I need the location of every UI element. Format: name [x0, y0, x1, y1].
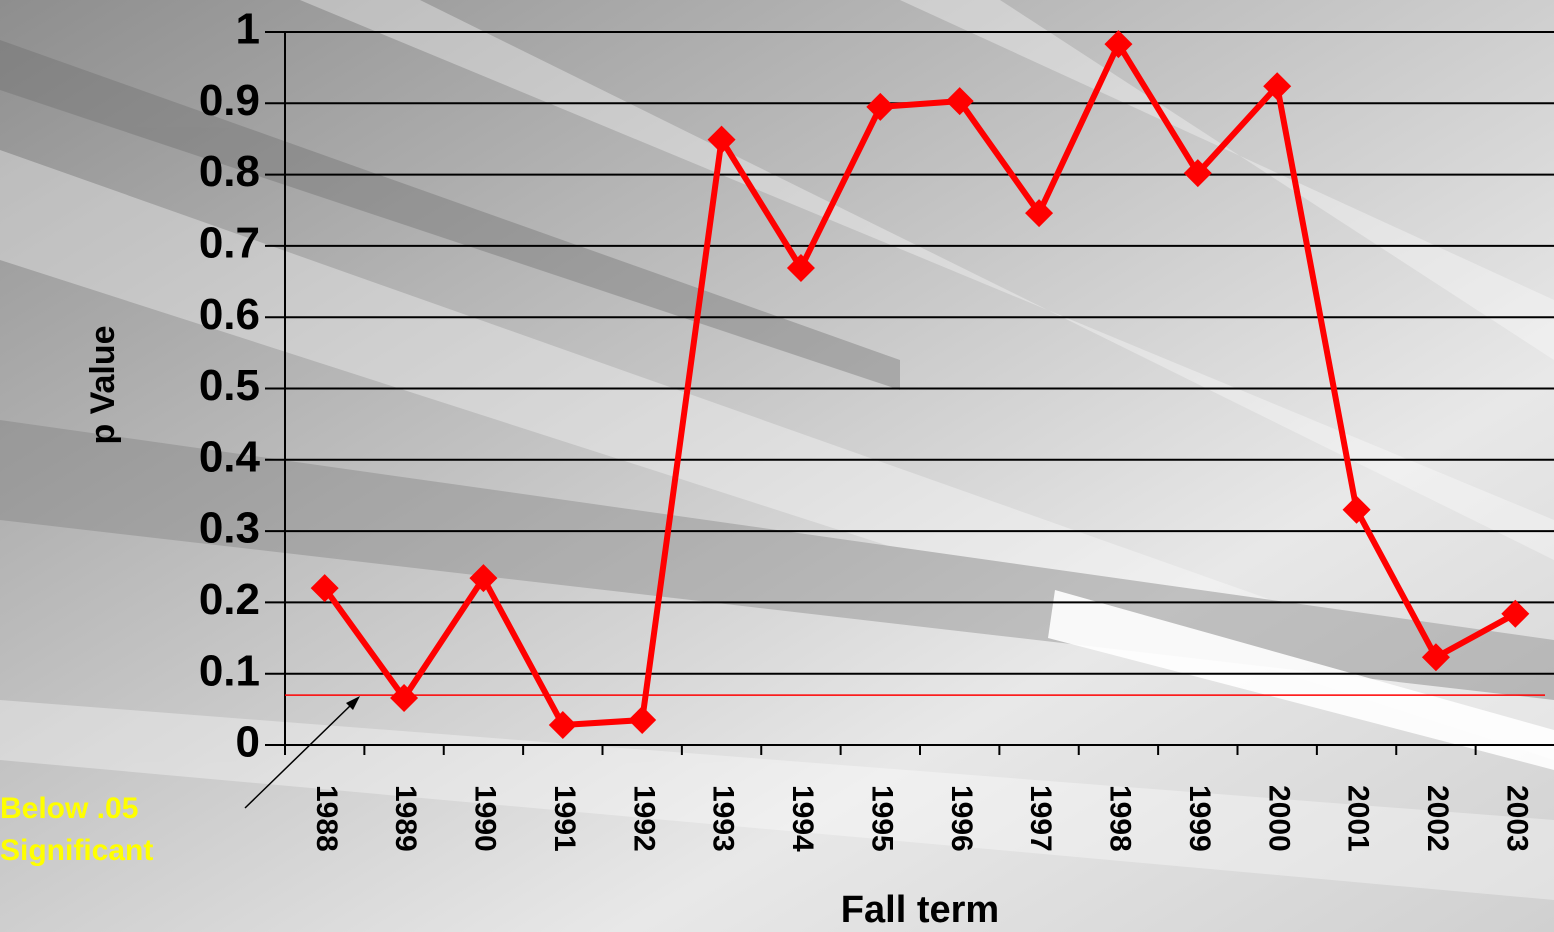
x-tick-label: 1998	[1104, 785, 1137, 852]
marker	[866, 92, 895, 121]
y-tick-label: 0.2	[199, 575, 260, 624]
annotation-arrow	[244, 703, 353, 809]
marker	[469, 564, 498, 593]
x-axis-title: Fall term	[841, 889, 999, 931]
y-tick-label: 0.1	[199, 646, 260, 695]
background-streaks	[0, 40, 1554, 700]
annotation: Significant	[0, 834, 153, 867]
marker	[628, 706, 657, 735]
marker	[310, 574, 339, 603]
marker	[1421, 643, 1450, 672]
y-tick-label: 0.8	[199, 147, 260, 196]
marker	[1025, 199, 1054, 228]
y-tick-label: 0	[236, 718, 260, 767]
marker	[390, 683, 419, 712]
x-tick-label: 1993	[707, 785, 740, 852]
marker	[1183, 159, 1212, 188]
annotation: Below .05	[0, 792, 138, 825]
marker	[945, 87, 974, 116]
marker	[1104, 30, 1133, 59]
marker	[1501, 599, 1530, 628]
background-streak	[1048, 590, 1554, 770]
x-tick-label: 1997	[1024, 785, 1057, 852]
y-tick-label: 0.7	[199, 219, 260, 268]
marker	[548, 711, 577, 740]
marker	[1263, 72, 1292, 101]
x-tick-label: 1989	[389, 785, 422, 852]
x-tick-label: 1999	[1183, 785, 1216, 852]
x-tick-label: 1991	[548, 785, 581, 852]
x-tick-label: 1996	[945, 785, 978, 852]
x-tick-label: 1988	[310, 785, 343, 852]
marker	[1342, 495, 1371, 524]
y-axis-title: p Value	[84, 325, 122, 444]
x-tick-label: 1994	[786, 785, 819, 852]
x-tick-label: 2003	[1500, 785, 1533, 852]
line	[322, 41, 1517, 729]
x-tick-label: 1992	[627, 785, 660, 852]
y-tick-label: 0.5	[199, 361, 260, 410]
y-tick-label: 0.6	[199, 290, 260, 339]
x-tick-label: 1990	[469, 785, 502, 852]
y-tick-label: 1	[236, 5, 260, 54]
annotation-arrowhead	[346, 696, 360, 710]
x-tick-label: 1995	[865, 785, 898, 852]
x-tick-label: 2001	[1342, 785, 1375, 852]
y-tick-label: 0.3	[199, 504, 260, 553]
marker	[707, 125, 736, 154]
y-tick-label: 0.4	[199, 432, 261, 481]
marker	[786, 254, 815, 283]
y-tick-label: 0.9	[199, 76, 260, 125]
x-tick-label: 2002	[1421, 785, 1454, 852]
x-tick-label: 2000	[1262, 785, 1295, 852]
